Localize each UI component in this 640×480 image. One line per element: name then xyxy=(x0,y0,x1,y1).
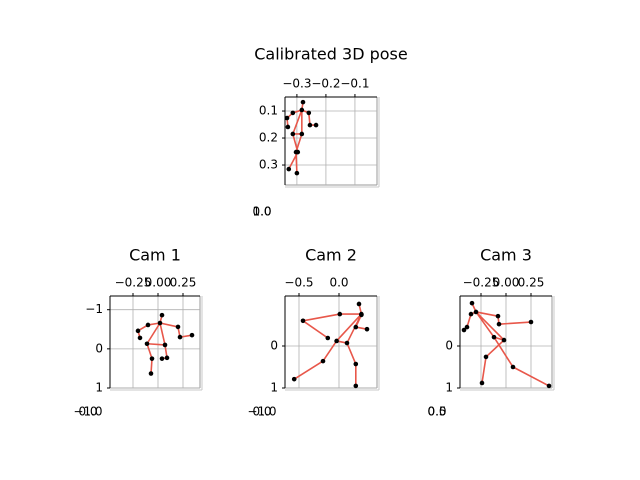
skeleton-line xyxy=(293,303,368,386)
joint-point xyxy=(334,338,339,344)
joint-point xyxy=(468,311,474,317)
joint-point xyxy=(495,313,501,319)
joint-point xyxy=(286,166,292,172)
z-tick-label: 1.0 xyxy=(252,205,271,219)
joint-point xyxy=(294,170,300,176)
joint-point xyxy=(483,354,489,360)
joint-point xyxy=(149,356,155,361)
x-tick-label: −0.2 xyxy=(311,77,340,91)
chart-title: Cam 1 xyxy=(129,246,181,265)
joint-point xyxy=(353,324,359,330)
joint-point xyxy=(344,340,350,346)
x-tick-label: 0.25 xyxy=(170,276,197,290)
joint-point xyxy=(177,334,183,340)
z-tick-label: −1.0 xyxy=(73,405,102,419)
joint-point xyxy=(359,312,364,318)
y-tick-label: 0 xyxy=(270,338,278,352)
x-tick-label: −0.25 xyxy=(463,276,500,290)
chart-title: Calibrated 3D pose xyxy=(254,45,407,64)
joint-point xyxy=(175,324,181,330)
joint-point xyxy=(364,326,370,332)
y-tick-label: 0.1 xyxy=(259,104,278,118)
joint-point xyxy=(148,371,154,376)
joint-point xyxy=(325,335,331,341)
y-tick-label: 0.2 xyxy=(259,131,278,145)
joint-point xyxy=(300,99,306,105)
joint-point xyxy=(290,110,296,116)
joint-point xyxy=(464,324,470,330)
joint-point xyxy=(496,321,502,327)
joint-point xyxy=(159,356,165,361)
x-tick-label: 0.0 xyxy=(329,276,348,290)
z-tick-label: 0.0 xyxy=(252,405,271,419)
joint-point xyxy=(510,364,516,370)
joint-point xyxy=(135,328,141,334)
joint-point xyxy=(546,383,552,389)
z-tick-label: 0.0 xyxy=(78,405,97,419)
y-tick-label: 1 xyxy=(270,381,278,395)
joint-point xyxy=(293,149,299,155)
joint-point xyxy=(290,131,296,137)
joint-point xyxy=(299,131,305,137)
joint-point xyxy=(145,322,151,328)
x-tick-label: −0.25 xyxy=(115,276,152,290)
joint-point xyxy=(461,327,467,333)
joint-point xyxy=(479,380,485,386)
x-tick-label: 0.00 xyxy=(145,276,172,290)
y-tick-label: 1 xyxy=(95,381,103,395)
y-tick-label: 0 xyxy=(445,338,453,352)
joint-point xyxy=(356,301,362,307)
joint-point xyxy=(189,332,195,338)
chart-title: Cam 2 xyxy=(305,246,357,265)
joint-point xyxy=(285,124,291,130)
joint-point xyxy=(300,318,306,324)
joint-point xyxy=(306,110,312,116)
z-tick-label: 0.0 xyxy=(252,205,271,219)
joint-point xyxy=(157,320,163,326)
joint-point xyxy=(353,383,359,389)
joint-point xyxy=(501,337,507,343)
joint-point xyxy=(469,300,475,306)
z-tick-label: 0.0 xyxy=(427,405,446,419)
z-tick-label: −1.0 xyxy=(247,405,276,419)
joint-point xyxy=(137,335,143,341)
joint-point xyxy=(284,115,290,121)
x-tick-label: −0.3 xyxy=(282,77,311,91)
joint-point xyxy=(313,122,319,128)
joint-point xyxy=(144,341,150,347)
skeleton-line xyxy=(463,302,550,387)
z-tick-label: 0.5 xyxy=(427,405,446,419)
x-tick-label: 0.00 xyxy=(493,276,520,290)
joint-point xyxy=(320,358,326,364)
joint-point xyxy=(291,376,297,382)
joint-point xyxy=(159,312,165,318)
joint-point xyxy=(307,122,313,128)
x-tick-label: −0.1 xyxy=(340,77,369,91)
x-tick-label: 0.25 xyxy=(518,276,545,290)
chart-title: Cam 3 xyxy=(480,246,532,265)
joint-point xyxy=(299,107,305,113)
y-tick-label: 0.3 xyxy=(259,158,278,172)
joint-point xyxy=(337,311,343,317)
y-tick-label: 0 xyxy=(95,341,103,355)
joint-point xyxy=(162,342,168,348)
joint-point xyxy=(164,355,170,361)
joint-point xyxy=(353,361,359,367)
joint-point xyxy=(528,319,534,325)
joint-point xyxy=(491,334,497,340)
x-tick-label: −0.5 xyxy=(284,276,313,290)
y-tick-label: −1 xyxy=(85,302,103,316)
joint-point xyxy=(473,309,479,315)
y-tick-label: 1 xyxy=(445,381,453,395)
